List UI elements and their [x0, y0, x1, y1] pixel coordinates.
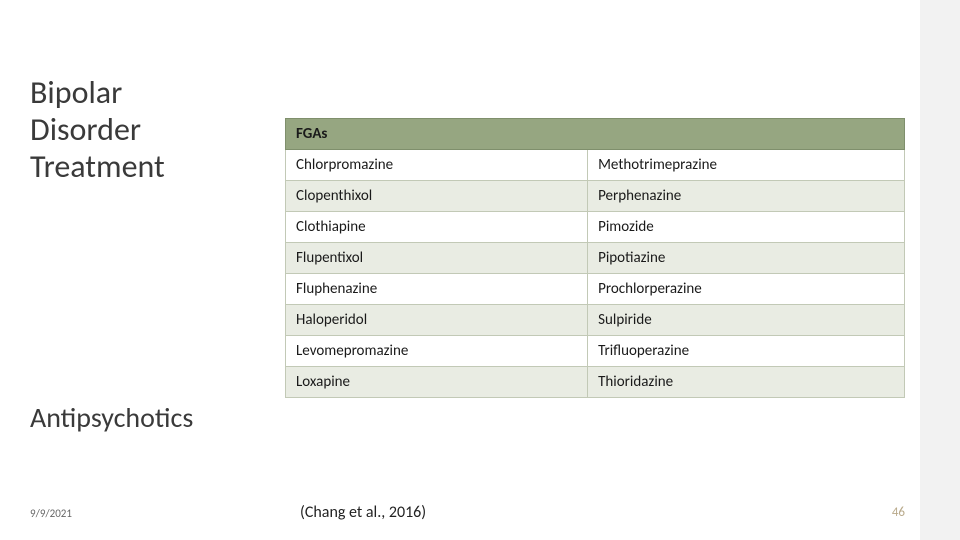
side-margin — [920, 0, 960, 540]
table-row: Chlorpromazine Methotrimeprazine — [286, 150, 905, 181]
cell: Pipotiazine — [588, 243, 905, 274]
table-row: Flupentixol Pipotiazine — [286, 243, 905, 274]
cell: Prochlorperazine — [588, 274, 905, 305]
table-row: Loxapine Thioridazine — [286, 367, 905, 398]
table-row: Fluphenazine Prochlorperazine — [286, 274, 905, 305]
citation: (Chang et al., 2016) — [300, 503, 426, 522]
table-row: Levomepromazine Trifluoperazine — [286, 336, 905, 367]
table-row: Clothiapine Pimozide — [286, 212, 905, 243]
title-line: Treatment — [30, 149, 165, 186]
title-line: Bipolar — [30, 75, 165, 112]
cell: Methotrimeprazine — [588, 150, 905, 181]
cell: Clothiapine — [286, 212, 588, 243]
table-header: FGAs — [286, 119, 905, 150]
cell: Clopenthixol — [286, 181, 588, 212]
cell: Haloperidol — [286, 305, 588, 336]
title-line: Disorder — [30, 112, 165, 149]
table-row: Clopenthixol Perphenazine — [286, 181, 905, 212]
footer-page-number: 46 — [892, 505, 905, 520]
cell: Trifluoperazine — [588, 336, 905, 367]
cell: Levomepromazine — [286, 336, 588, 367]
cell: Perphenazine — [588, 181, 905, 212]
cell: Chlorpromazine — [286, 150, 588, 181]
cell: Thioridazine — [588, 367, 905, 398]
cell: Pimozide — [588, 212, 905, 243]
slide-title: Bipolar Disorder Treatment — [30, 75, 165, 185]
cell: Sulpiride — [588, 305, 905, 336]
footer-date: 9/9/2021 — [30, 507, 72, 520]
cell: Loxapine — [286, 367, 588, 398]
fgas-table: FGAs Chlorpromazine Methotrimeprazine Cl… — [285, 118, 905, 398]
slide-subtitle: Antipsychotics — [30, 400, 193, 435]
table-row: Haloperidol Sulpiride — [286, 305, 905, 336]
cell: Fluphenazine — [286, 274, 588, 305]
cell: Flupentixol — [286, 243, 588, 274]
